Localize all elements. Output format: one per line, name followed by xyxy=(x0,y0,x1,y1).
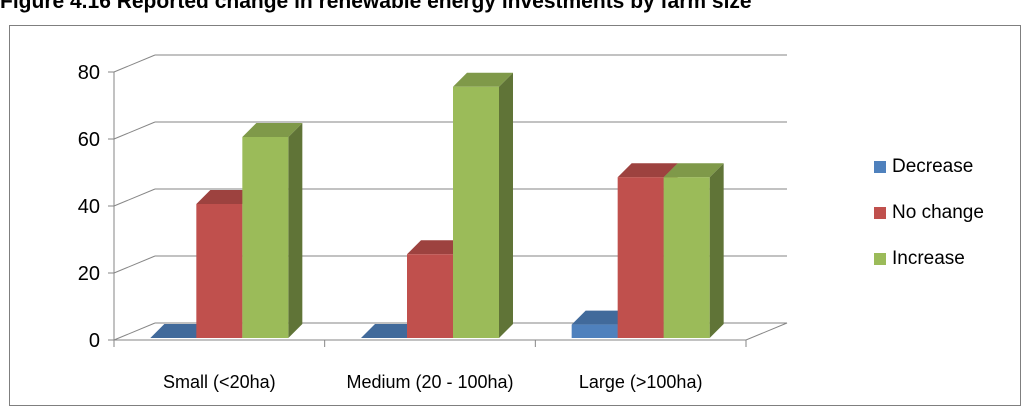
legend-label-no-change: No change xyxy=(892,202,984,223)
bar-decrease-small-20ha-top xyxy=(150,324,211,338)
y-tick-label-20: 20 xyxy=(78,263,100,285)
bar-no-change-large-100ha xyxy=(617,177,664,338)
bar-no-change-small-20ha-top xyxy=(196,190,257,204)
y-tick-label-40: 40 xyxy=(78,196,100,218)
bar-decrease-large-100ha-top xyxy=(571,310,632,325)
bar-decrease-large-100ha xyxy=(571,324,618,338)
bar-increase-medium-20-100ha-top xyxy=(453,72,513,87)
bar-no-change-small-20ha xyxy=(196,204,243,338)
legend-label-increase: Increase xyxy=(892,248,965,269)
legend-label-decrease: Decrease xyxy=(892,156,974,177)
bar-no-change-medium-20-100ha xyxy=(407,254,453,338)
gridline-side-40 xyxy=(113,188,156,207)
x-category-label-medium-20-100ha: Medium (20 - 100ha) xyxy=(346,372,513,392)
y-tick-label-60: 60 xyxy=(78,129,100,151)
gridline-side-60 xyxy=(113,121,156,140)
y-tick-label-0: 0 xyxy=(89,330,100,352)
bar-increase-large-100ha-top xyxy=(663,163,724,178)
bar-increase-large-100ha xyxy=(663,177,710,338)
bar-increase-small-20ha-side xyxy=(288,123,303,338)
bar-no-change-medium-20-100ha-top xyxy=(407,240,467,255)
legend-swatch-decrease xyxy=(874,161,886,173)
legend-item-decrease: Decrease xyxy=(874,152,1014,182)
gridline-side-80 xyxy=(113,54,156,73)
legend-swatch-no-change xyxy=(874,207,886,219)
bar-increase-large-100ha-side xyxy=(709,163,724,338)
bar-increase-small-20ha-top xyxy=(242,123,303,137)
bar-no-change-large-100ha-top xyxy=(617,163,678,178)
chart-legend: Decrease No change Increase xyxy=(874,152,1014,290)
gridline-side-20 xyxy=(113,255,156,274)
bar-increase-medium-20-100ha xyxy=(453,86,499,338)
gridline-side-0 xyxy=(113,322,156,341)
bar-increase-medium-20-100ha-side xyxy=(499,72,513,338)
y-tick-label-80: 80 xyxy=(78,62,100,84)
legend-item-no-change: No change xyxy=(874,198,1014,228)
figure-title: Figure 4.16 Reported change in renewable… xyxy=(0,0,752,13)
x-category-label-small-20ha: Small (<20ha) xyxy=(163,372,276,392)
legend-swatch-increase xyxy=(874,253,886,265)
bar-decrease-medium-20-100ha-top xyxy=(361,324,421,338)
x-category-label-large-100ha: Large (>100ha) xyxy=(579,372,703,392)
bar-increase-small-20ha xyxy=(242,137,289,338)
legend-item-increase: Increase xyxy=(874,244,1014,274)
